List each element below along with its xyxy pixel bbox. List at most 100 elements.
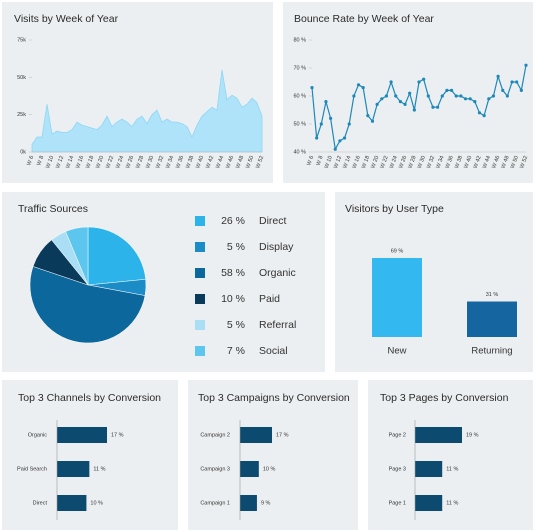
point [347, 122, 351, 126]
x-tick-label: W 14 [342, 155, 352, 169]
point [473, 100, 477, 104]
x-tick-label: W 50 [510, 155, 520, 169]
legend-swatch [195, 320, 205, 330]
point [440, 94, 444, 98]
value-label: 19 % [466, 432, 479, 438]
x-tick-label: W 6 [26, 155, 35, 166]
point [422, 77, 426, 81]
y-tick-label: Organic [28, 432, 48, 438]
point [417, 80, 421, 84]
legend-label: Social [259, 345, 288, 357]
x-tick-label: W 40 [195, 155, 205, 169]
point [487, 97, 491, 101]
point [501, 88, 505, 92]
bar [415, 495, 443, 511]
x-tick-label: W 30 [145, 155, 155, 169]
chart-title: Traffic Sources [18, 203, 88, 215]
bar [240, 461, 259, 477]
x-tick-label: W 34 [435, 155, 445, 169]
x-tick-label: W 50 [245, 155, 255, 169]
area [31, 69, 263, 153]
y-tick-label: Campaign 2 [200, 432, 230, 438]
x-tick-label: W 14 [65, 155, 75, 169]
y-tick-label: Paid Search [17, 466, 47, 472]
x-tick-label: W 18 [361, 155, 371, 169]
x-tick-label: W 6 [306, 155, 315, 166]
y-tick-label: Direct [33, 500, 48, 506]
x-tick-label: W 22 [105, 155, 115, 169]
y-tick-label: 80 % [293, 37, 306, 43]
value-label: 10 % [90, 500, 103, 506]
point [324, 100, 328, 104]
bar [57, 461, 90, 477]
point [408, 91, 412, 95]
x-tick-label: W 10 [45, 155, 55, 169]
panel [2, 380, 178, 530]
value-label: 10 % [263, 466, 276, 472]
y-tick-label: 0k [20, 149, 26, 155]
legend-swatch [195, 294, 205, 304]
point [384, 94, 389, 98]
x-tick-label: W 40 [463, 155, 473, 169]
point [342, 136, 347, 140]
point [375, 102, 379, 106]
x-tick-label: W 20 [95, 155, 105, 169]
x-tick-label: W 8 [316, 155, 325, 166]
legend-label: Paid [259, 293, 280, 305]
bar [240, 427, 272, 443]
y-tick-label: Campaign 3 [200, 466, 230, 472]
point [459, 94, 463, 98]
x-tick-label: W 42 [473, 155, 483, 169]
x-tick-label: W 44 [215, 155, 225, 169]
value-label: 17 % [276, 432, 289, 438]
x-tick-label: W 48 [235, 155, 245, 169]
point [463, 97, 468, 101]
pie-slice [87, 226, 146, 286]
point [431, 105, 435, 109]
point [449, 88, 454, 92]
x-tick-label: W 26 [398, 155, 408, 169]
x-tick-label: New [387, 346, 406, 357]
bar [57, 427, 107, 443]
x-tick-label: W 46 [491, 155, 501, 169]
point [436, 105, 440, 109]
y-tick-label: 50 % [293, 121, 306, 127]
chart-title: Bounce Rate by Week of Year [294, 13, 434, 25]
point [338, 139, 342, 143]
chart-title: Top 3 Channels by Conversion [18, 392, 161, 404]
value-label: 31 % [486, 292, 499, 298]
x-tick-label: W 8 [36, 155, 45, 166]
y-tick-label: Campaign 1 [200, 500, 230, 506]
x-tick-label: W 52 [255, 155, 265, 169]
panel [335, 192, 533, 372]
legend-value: 26 % [221, 215, 245, 227]
point [310, 86, 314, 90]
legend-label: Referral [259, 319, 296, 331]
x-tick-label: W 32 [155, 155, 165, 169]
x-tick-label: W 52 [519, 155, 529, 169]
y-tick-label: 50k [17, 75, 26, 81]
value-label: 11 % [446, 500, 458, 506]
y-tick-label: 40 % [293, 149, 306, 155]
x-tick-label: W 12 [333, 155, 343, 169]
bar [240, 495, 257, 511]
point [329, 116, 333, 120]
legend-value: 7 % [227, 345, 245, 357]
x-tick-label: W 38 [454, 155, 464, 169]
value-label: 11 % [446, 466, 458, 472]
y-tick-label: Page 1 [389, 500, 406, 506]
x-tick-label: W 24 [115, 155, 125, 169]
legend-swatch [195, 268, 205, 278]
bar [467, 301, 517, 337]
x-tick-label: W 20 [370, 155, 380, 169]
value-label: 17 % [111, 432, 124, 438]
point [398, 100, 402, 104]
point [477, 111, 482, 115]
point [394, 94, 398, 98]
point [454, 94, 458, 98]
chart-title: Visitors by User Type [345, 203, 444, 215]
point [380, 97, 384, 101]
point [519, 88, 523, 92]
panel [2, 2, 273, 183]
